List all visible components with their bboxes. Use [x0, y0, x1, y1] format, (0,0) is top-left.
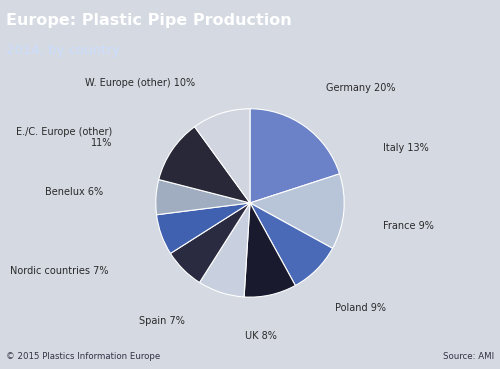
Wedge shape: [244, 203, 296, 297]
Wedge shape: [250, 174, 344, 248]
Wedge shape: [156, 180, 250, 215]
Text: Source: AMI: Source: AMI: [443, 352, 494, 361]
Wedge shape: [156, 203, 250, 254]
Text: E./C. Europe (other)
11%: E./C. Europe (other) 11%: [16, 127, 112, 148]
Text: Benelux 6%: Benelux 6%: [46, 187, 104, 197]
Wedge shape: [194, 109, 250, 203]
Text: Germany 20%: Germany 20%: [326, 83, 396, 93]
Wedge shape: [170, 203, 250, 283]
Text: Europe: Plastic Pipe Production: Europe: Plastic Pipe Production: [6, 13, 292, 28]
Text: © 2015 Plastics Information Europe: © 2015 Plastics Information Europe: [6, 352, 160, 361]
Text: Poland 9%: Poland 9%: [335, 303, 386, 313]
Text: 2014, by country: 2014, by country: [6, 44, 120, 57]
Wedge shape: [159, 127, 250, 203]
Text: UK 8%: UK 8%: [244, 331, 276, 341]
Wedge shape: [250, 109, 340, 203]
Wedge shape: [250, 203, 332, 286]
Wedge shape: [200, 203, 250, 297]
Text: Nordic countries 7%: Nordic countries 7%: [10, 266, 108, 276]
Text: Spain 7%: Spain 7%: [138, 316, 184, 326]
Text: W. Europe (other) 10%: W. Europe (other) 10%: [85, 77, 195, 87]
Text: France 9%: France 9%: [384, 221, 434, 231]
Text: Italy 13%: Italy 13%: [384, 143, 429, 153]
